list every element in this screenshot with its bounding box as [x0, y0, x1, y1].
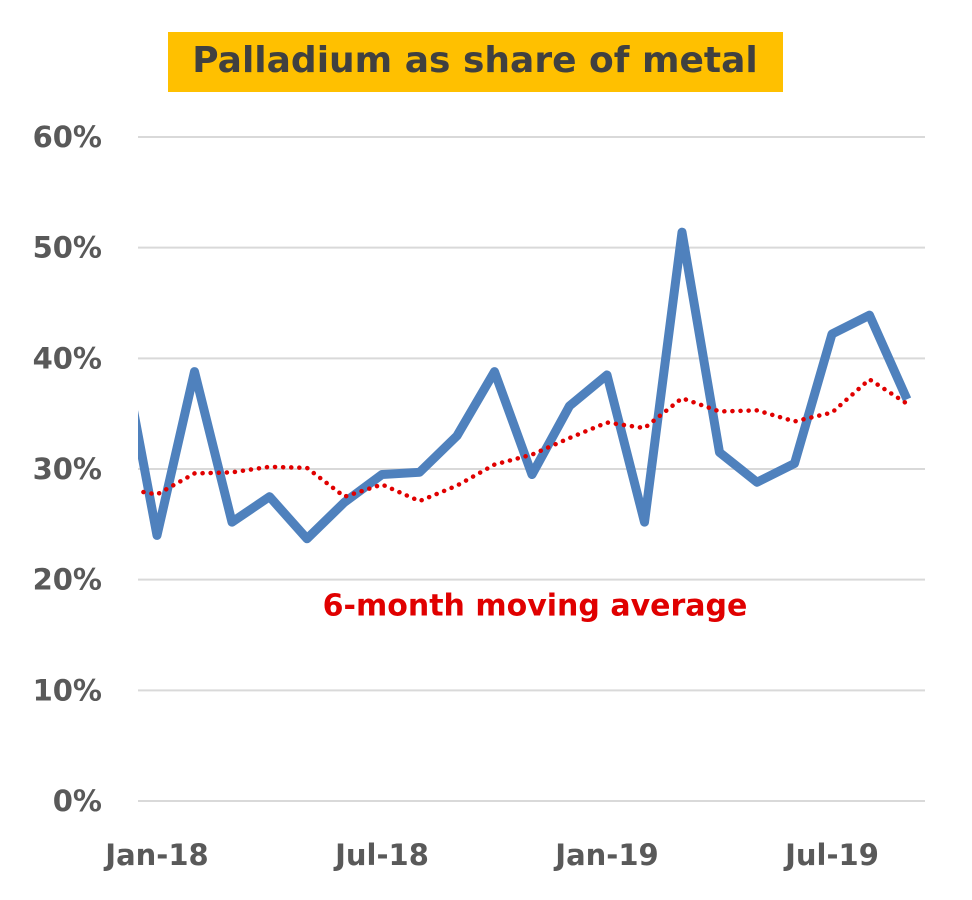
x-tick-label: Jan-18 — [103, 838, 208, 872]
chart-title: Palladium as share of metal — [192, 40, 757, 81]
x-tick-label: Jan-19 — [553, 838, 658, 872]
annotation: 6-month moving average — [323, 589, 748, 624]
y-tick-label: 0% — [53, 784, 102, 818]
moving-average-line — [138, 377, 910, 504]
series-line — [138, 227, 912, 544]
y-tick-label: 60% — [33, 120, 102, 154]
x-tick-label: Jul-19 — [783, 838, 879, 872]
title-box — [168, 32, 783, 92]
y-tick-label: 50% — [33, 231, 102, 265]
x-tick-label: Jul-18 — [333, 838, 429, 872]
y-tick-label: 40% — [33, 341, 102, 375]
y-tick-label: 30% — [33, 452, 102, 486]
y-tick-label: 10% — [33, 673, 102, 707]
y-tick-label: 20% — [33, 563, 102, 597]
